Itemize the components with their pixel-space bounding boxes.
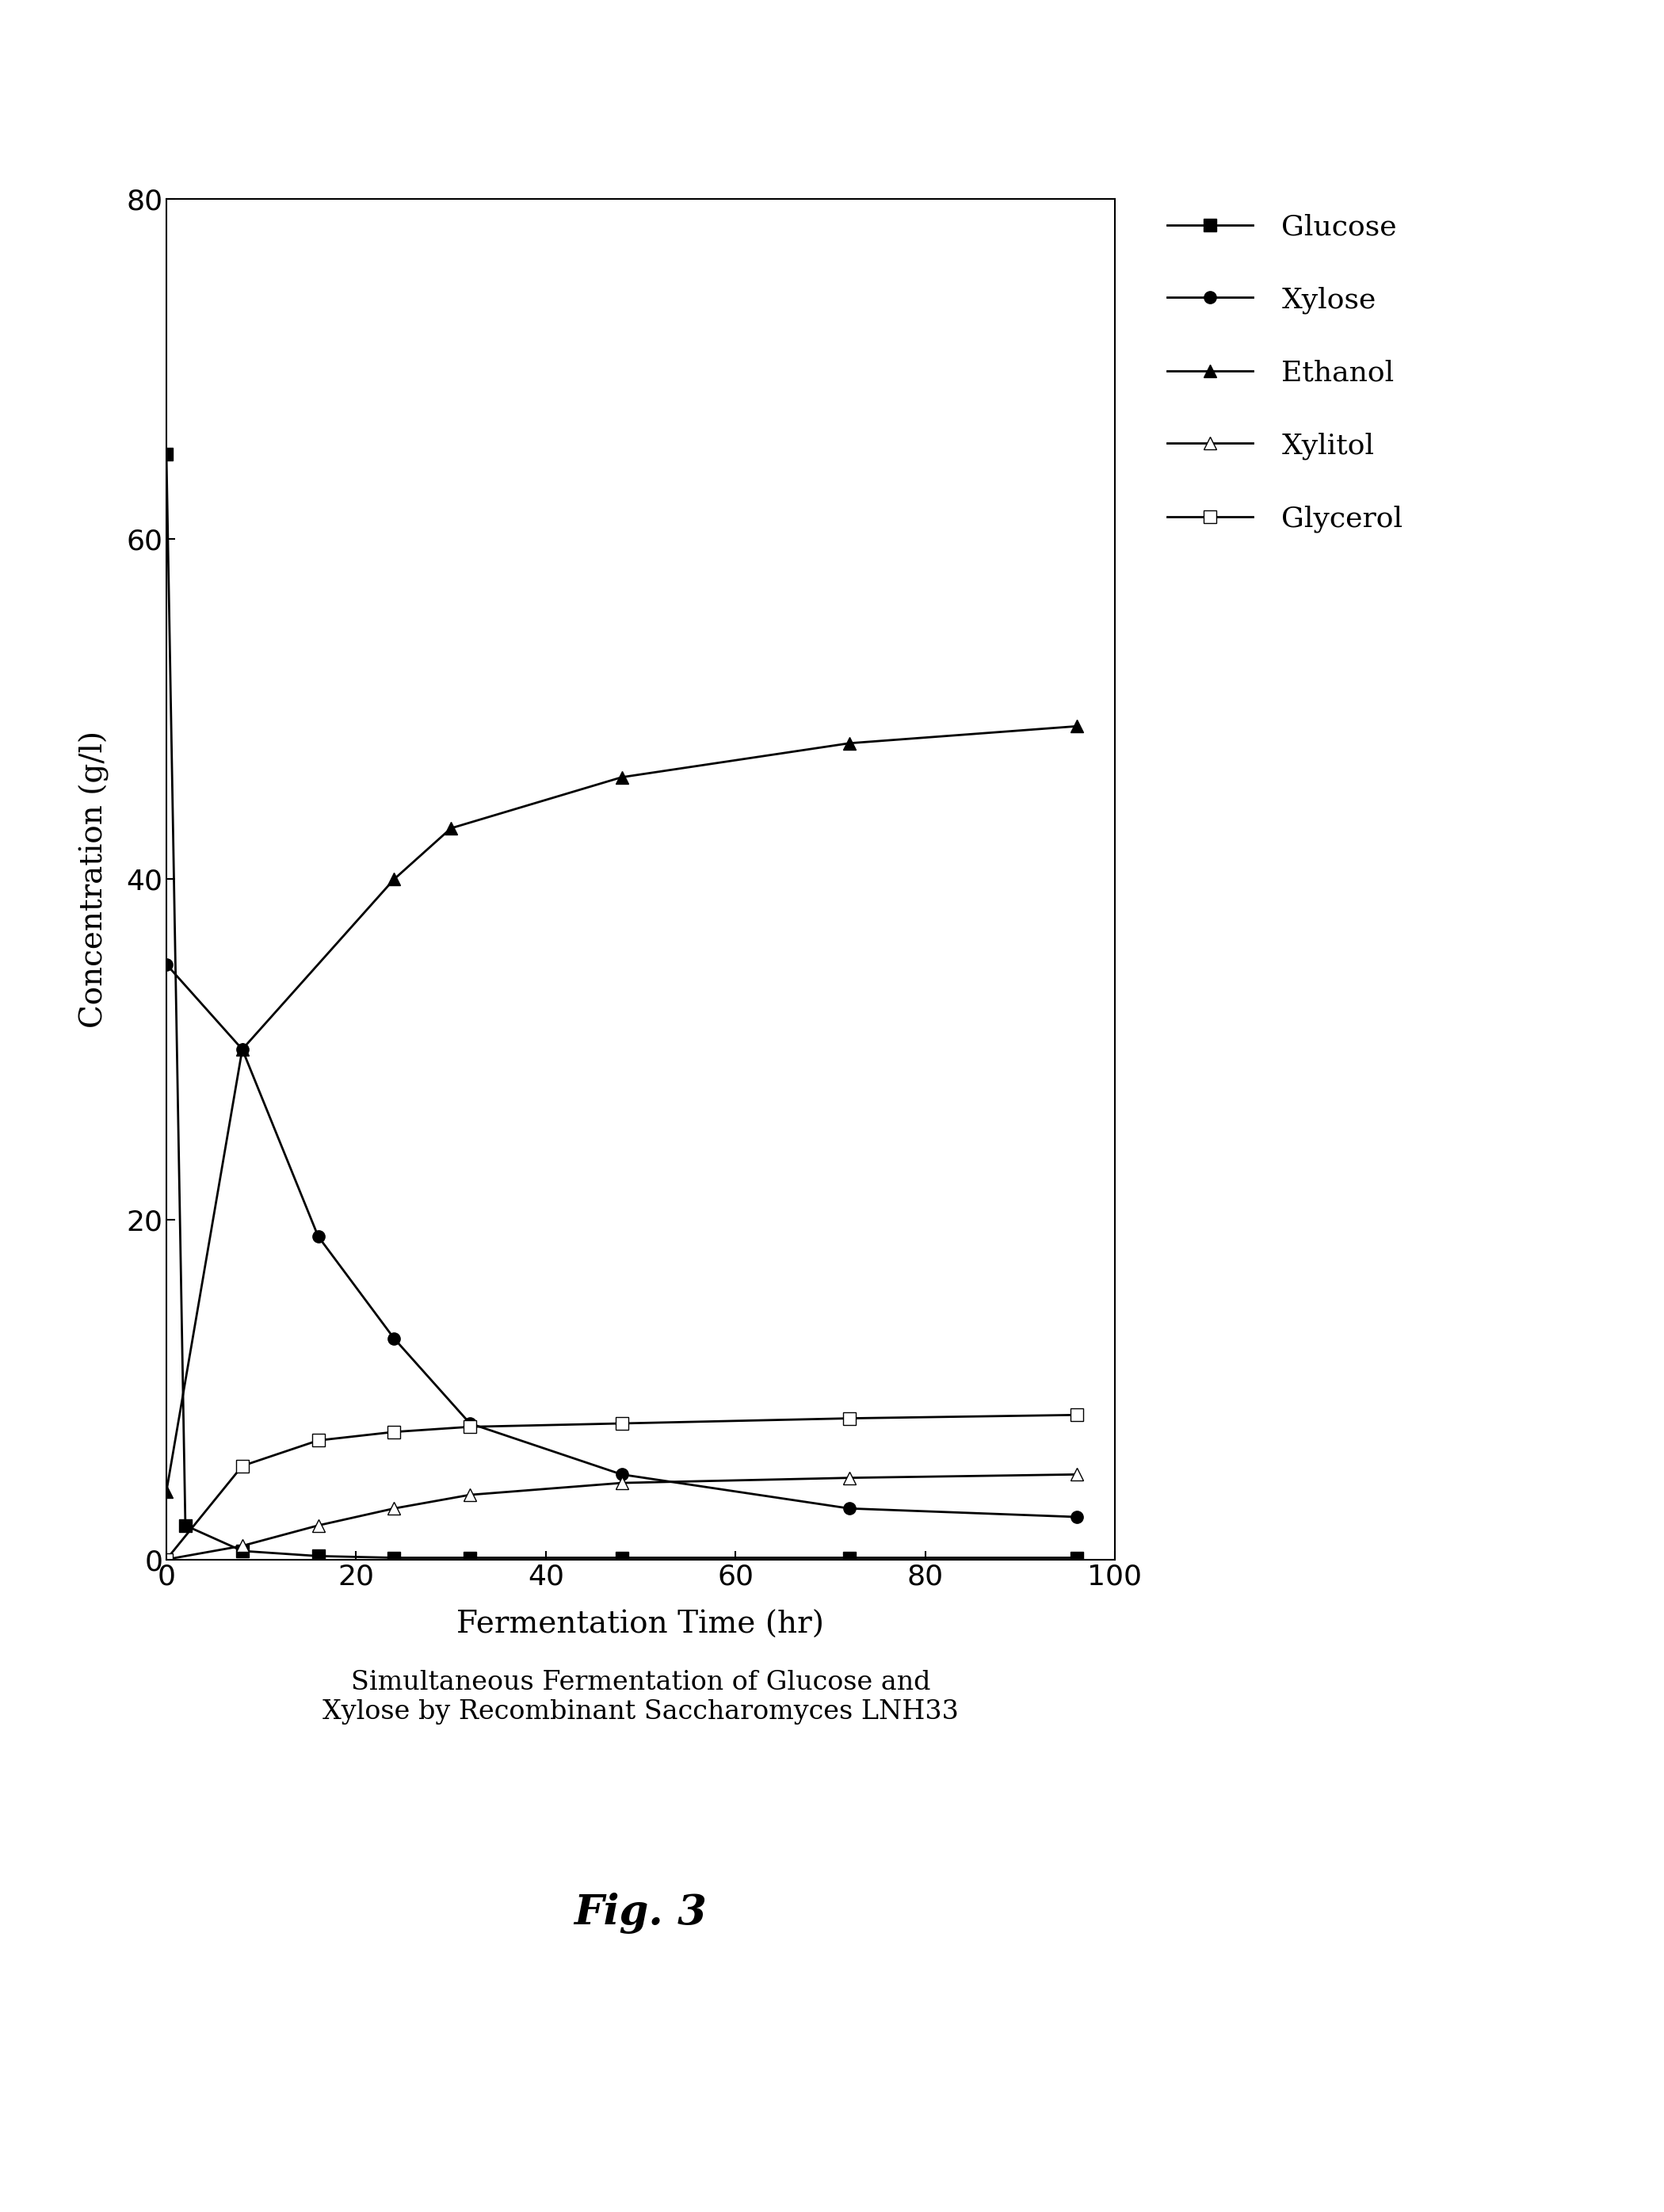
Xylose — [1067, 1504, 1087, 1531]
Ethanol — [612, 763, 632, 790]
Glucose — [156, 440, 176, 467]
Legend: Glucose, Xylose, Ethanol, Xylitol, Glycerol: Glucose, Xylose, Ethanol, Xylitol, Glyce… — [1166, 212, 1403, 533]
X-axis label: Fermentation Time (hr): Fermentation Time (hr) — [458, 1610, 824, 1639]
Xylitol — [156, 1546, 176, 1573]
Xylitol — [384, 1495, 404, 1522]
Glucose — [175, 1513, 195, 1540]
Line: Glycerol: Glycerol — [160, 1409, 1083, 1566]
Glycerol — [1067, 1402, 1087, 1429]
Glycerol — [156, 1546, 176, 1573]
Line: Xylitol: Xylitol — [160, 1469, 1083, 1566]
Ethanol — [441, 814, 461, 841]
Glucose — [612, 1544, 632, 1571]
Line: Ethanol: Ethanol — [160, 721, 1083, 1498]
Ethanol — [1067, 712, 1087, 739]
Glucose — [1067, 1544, 1087, 1571]
Xylitol — [233, 1533, 253, 1559]
Xylose — [233, 1035, 253, 1062]
Xylose — [839, 1495, 859, 1522]
Glycerol — [612, 1411, 632, 1438]
Xylitol — [308, 1513, 328, 1540]
Xylose — [459, 1411, 479, 1438]
Glycerol — [384, 1418, 404, 1444]
Glycerol — [308, 1427, 328, 1453]
Text: Simultaneous Fermentation of Glucose and
Xylose by Recombinant Saccharomyces LNH: Simultaneous Fermentation of Glucose and… — [323, 1670, 958, 1725]
Line: Glucose: Glucose — [160, 449, 1083, 1564]
Xylose — [384, 1325, 404, 1352]
Xylitol — [612, 1469, 632, 1495]
Glycerol — [233, 1453, 253, 1480]
Text: Fig. 3: Fig. 3 — [574, 1893, 707, 1933]
Glucose — [233, 1537, 253, 1564]
Glucose — [839, 1544, 859, 1571]
Xylose — [612, 1462, 632, 1489]
Xylitol — [459, 1482, 479, 1509]
Ethanol — [384, 865, 404, 891]
Glucose — [384, 1544, 404, 1571]
Glucose — [308, 1542, 328, 1568]
Ethanol — [839, 730, 859, 757]
Xylose — [156, 951, 176, 978]
Ethanol — [233, 1035, 253, 1062]
Xylose — [308, 1223, 328, 1250]
Line: Xylose: Xylose — [160, 958, 1083, 1524]
Xylitol — [839, 1464, 859, 1491]
Glycerol — [459, 1413, 479, 1440]
Glycerol — [839, 1405, 859, 1431]
Y-axis label: Concentration (g/l): Concentration (g/l) — [80, 730, 110, 1029]
Xylitol — [1067, 1462, 1087, 1489]
Ethanol — [156, 1478, 176, 1504]
Glucose — [459, 1544, 479, 1571]
